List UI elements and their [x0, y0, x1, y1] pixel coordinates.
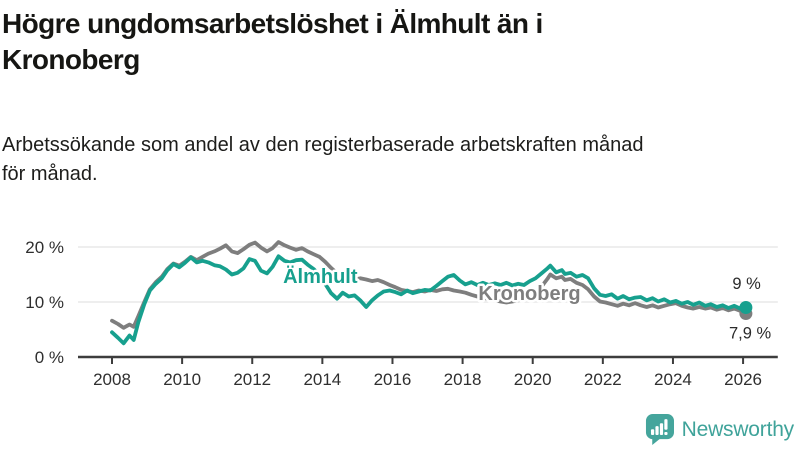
series-label-kronoberg: Kronoberg — [478, 283, 580, 305]
end-value-annotation: 7,9 % — [729, 324, 772, 342]
y-tick-label: 20 % — [25, 238, 64, 257]
page-title: Högre ungdomsarbetslöshet i Älmhult än i… — [2, 6, 543, 78]
x-tick-label: 2008 — [93, 370, 131, 389]
x-tick-label: 2012 — [233, 370, 271, 389]
chart-subtitle-line-1: Arbetssökande som andel av den registerb… — [2, 134, 644, 156]
page-title-line-1: Högre ungdomsarbetslöshet i Älmhult än i — [2, 8, 543, 39]
x-tick-label: 2020 — [514, 370, 552, 389]
series-line-kronoberg — [110, 240, 748, 330]
x-tick-label: 2024 — [654, 370, 692, 389]
x-tick-label: 2026 — [724, 370, 762, 389]
series-line-älmhult — [110, 254, 748, 346]
end-dot-älmhult — [739, 301, 753, 314]
x-tick-label: 2016 — [374, 370, 412, 389]
series-label-älmhult: Älmhult — [283, 265, 358, 288]
end-value-annotation: 9 % — [732, 275, 761, 293]
chart-subtitle: Arbetssökande som andel av den registerb… — [2, 131, 644, 189]
x-tick-label: 2022 — [584, 370, 622, 389]
y-tick-label: 10 % — [25, 293, 64, 312]
x-tick-label: 2018 — [444, 370, 482, 389]
page-title-line-2: Kronoberg — [2, 44, 140, 75]
y-tick-label: 0 % — [35, 348, 64, 367]
x-tick-label: 2010 — [163, 370, 201, 389]
newsworthy-logo[interactable]: Newsworthy — [645, 414, 794, 445]
x-tick-label: 2014 — [303, 370, 341, 389]
newsworthy-logo-text: Newsworthy — [681, 417, 795, 441]
unemployment-line-chart: 2008 2010 2012 2014 2016 2018 2020 2022 2024 2026… — [25, 238, 778, 389]
bar-chart-speech-bubble-icon — [645, 414, 674, 445]
chart-subtitle-line-2: för månad. — [2, 163, 98, 185]
